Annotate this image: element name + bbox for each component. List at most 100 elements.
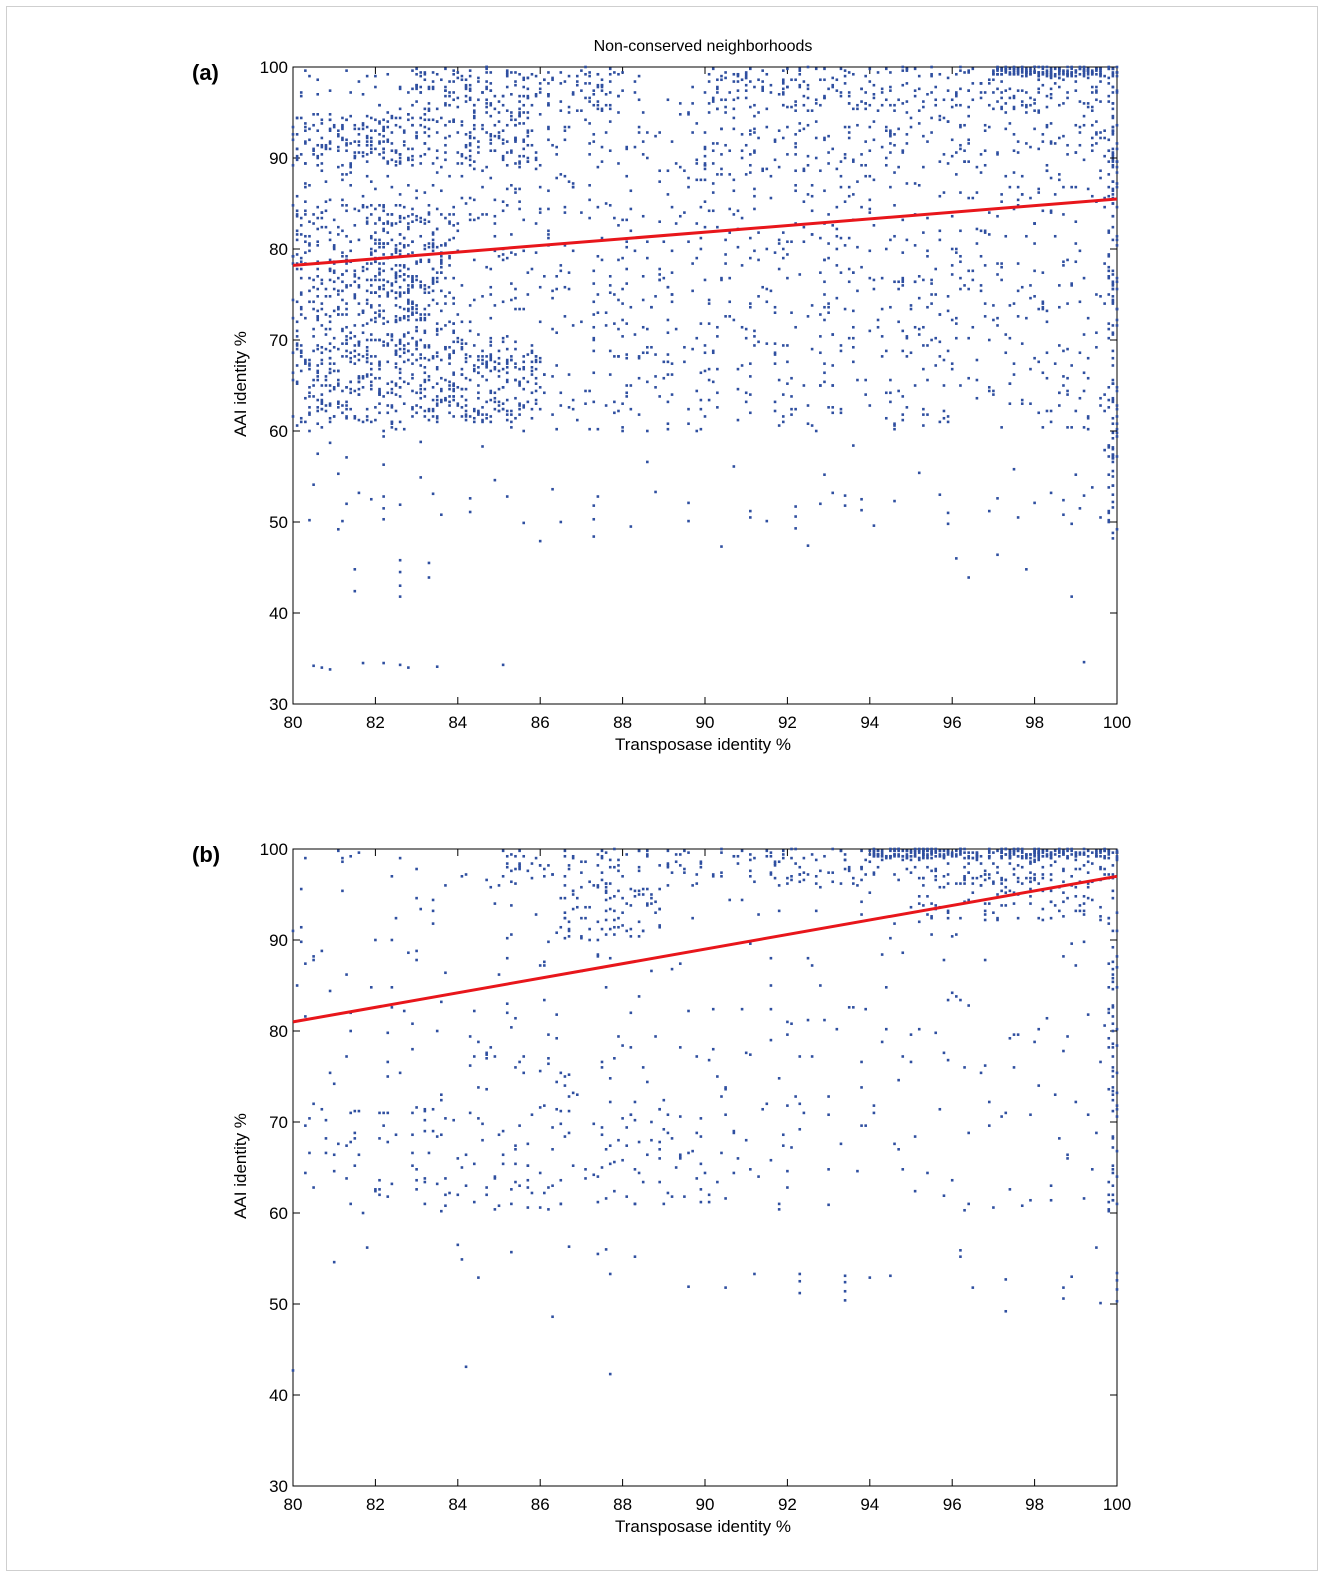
data-point bbox=[711, 351, 715, 355]
data-point bbox=[934, 849, 938, 853]
data-point bbox=[819, 236, 822, 240]
data-point bbox=[489, 82, 493, 85]
data-point bbox=[394, 160, 398, 163]
data-point bbox=[534, 222, 538, 225]
data-point bbox=[444, 398, 447, 402]
data-point bbox=[608, 956, 612, 960]
data-point bbox=[967, 871, 970, 874]
data-point bbox=[1008, 854, 1012, 858]
data-point bbox=[913, 849, 917, 853]
data-point bbox=[341, 329, 344, 333]
data-point bbox=[477, 371, 480, 375]
data-point bbox=[353, 269, 357, 273]
data-point bbox=[369, 497, 373, 501]
data-point bbox=[728, 91, 732, 94]
data-point bbox=[889, 134, 892, 138]
data-point bbox=[604, 93, 608, 96]
data-point bbox=[1111, 460, 1115, 464]
data-point bbox=[959, 191, 962, 194]
data-point bbox=[1115, 1279, 1119, 1282]
data-point bbox=[505, 409, 509, 413]
data-point bbox=[320, 407, 324, 411]
data-point bbox=[411, 406, 414, 409]
data-point bbox=[1115, 854, 1119, 858]
data-point bbox=[398, 376, 402, 380]
data-point bbox=[876, 71, 880, 74]
data-point bbox=[1115, 287, 1119, 291]
data-point bbox=[868, 174, 872, 178]
data-point bbox=[431, 267, 435, 271]
data-point bbox=[884, 856, 888, 860]
data-point bbox=[806, 87, 810, 91]
data-point bbox=[806, 404, 810, 407]
data-point bbox=[633, 80, 637, 83]
data-point bbox=[1062, 849, 1065, 853]
data-point bbox=[374, 242, 377, 245]
data-point bbox=[860, 900, 863, 904]
panel-b-fit-line bbox=[292, 874, 1118, 1024]
data-point bbox=[637, 74, 641, 78]
data-point bbox=[897, 878, 900, 882]
data-point bbox=[505, 413, 509, 416]
data-point bbox=[823, 136, 826, 140]
data-point bbox=[897, 320, 900, 324]
data-point bbox=[1033, 71, 1036, 74]
data-point bbox=[423, 191, 427, 194]
data-point bbox=[996, 316, 999, 320]
data-point bbox=[1086, 71, 1090, 74]
data-point bbox=[468, 355, 472, 358]
data-point bbox=[905, 100, 909, 103]
data-point bbox=[308, 518, 311, 522]
data-point bbox=[1099, 131, 1102, 134]
data-point bbox=[1033, 242, 1036, 245]
data-point bbox=[1012, 94, 1016, 98]
data-point bbox=[666, 884, 670, 887]
data-point bbox=[901, 329, 905, 333]
data-point bbox=[1086, 415, 1090, 418]
data-point bbox=[1049, 67, 1053, 71]
data-point bbox=[386, 1195, 390, 1198]
data-point bbox=[526, 869, 530, 873]
data-point bbox=[394, 276, 398, 280]
data-point bbox=[1090, 105, 1094, 109]
data-point bbox=[452, 276, 455, 280]
data-point bbox=[312, 123, 315, 127]
data-point bbox=[1058, 909, 1061, 913]
data-point bbox=[337, 307, 340, 311]
data-point bbox=[1062, 185, 1065, 189]
data-point bbox=[1062, 498, 1065, 502]
panel-a-points bbox=[291, 65, 1119, 671]
data-point bbox=[922, 165, 925, 169]
data-point bbox=[930, 849, 933, 853]
data-point bbox=[959, 143, 962, 147]
data-point bbox=[530, 351, 534, 355]
data-point bbox=[637, 131, 641, 134]
data-point bbox=[786, 1169, 789, 1173]
data-point bbox=[394, 244, 398, 247]
data-point bbox=[1000, 278, 1003, 282]
data-point bbox=[753, 1272, 756, 1276]
data-point bbox=[394, 251, 398, 254]
data-point bbox=[604, 103, 608, 107]
data-point bbox=[559, 264, 563, 267]
data-point bbox=[308, 276, 311, 280]
data-point bbox=[1099, 851, 1102, 854]
data-point bbox=[378, 271, 381, 274]
data-point bbox=[1099, 74, 1102, 78]
data-point bbox=[769, 871, 773, 874]
data-point bbox=[477, 355, 480, 358]
data-point bbox=[1111, 287, 1115, 291]
data-point bbox=[567, 1131, 571, 1135]
data-point bbox=[1082, 864, 1086, 867]
data-point bbox=[365, 153, 369, 156]
data-point bbox=[1012, 69, 1016, 72]
data-point bbox=[835, 234, 839, 238]
data-point bbox=[353, 324, 357, 327]
data-point bbox=[872, 851, 876, 854]
data-point bbox=[617, 355, 620, 358]
data-point bbox=[608, 1077, 612, 1080]
data-point bbox=[402, 307, 406, 311]
data-point bbox=[337, 305, 340, 309]
data-point bbox=[678, 214, 682, 218]
data-point bbox=[802, 169, 806, 173]
